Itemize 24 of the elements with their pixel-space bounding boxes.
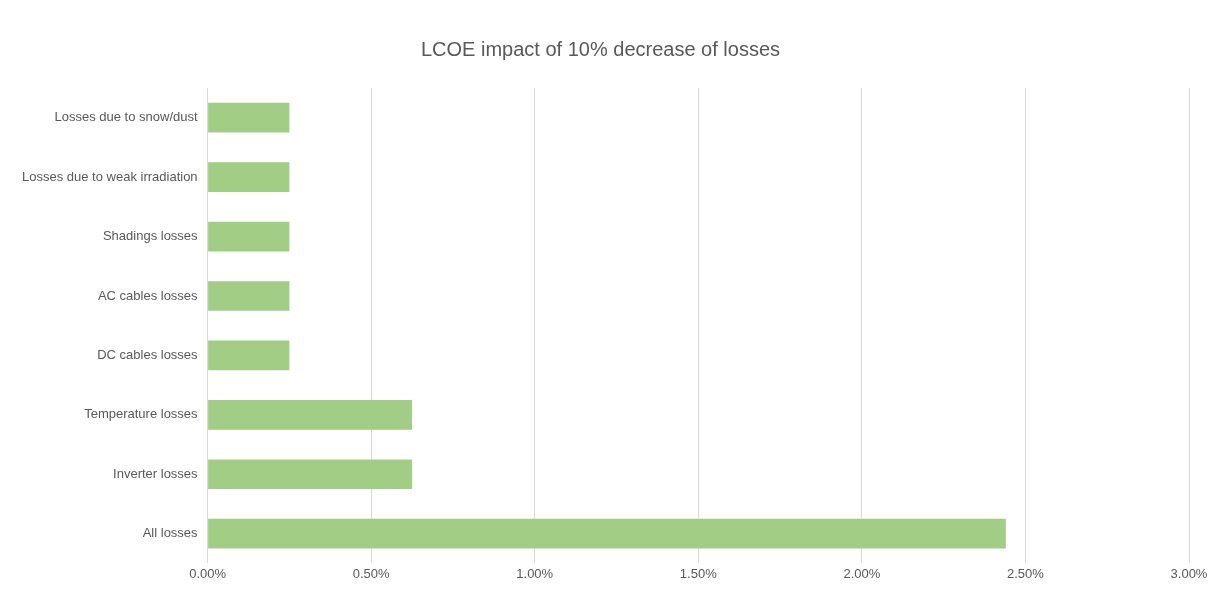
y-tick-label: Inverter losses (113, 465, 199, 481)
x-tick-label: 1.50% (679, 565, 718, 581)
bar (208, 340, 290, 371)
y-tick-label: All losses (142, 525, 199, 541)
bar (208, 102, 290, 133)
y-tick-label: AC cables losses (97, 287, 199, 303)
x-tick-label: 3.00% (1170, 565, 1208, 581)
bar (208, 162, 290, 192)
bar (208, 399, 413, 430)
bar (208, 518, 1006, 549)
bar (208, 281, 290, 311)
chart-title: LCOE impact of 10% decrease of losses (420, 37, 781, 60)
x-tick-label: 1.00% (516, 565, 554, 581)
x-tick-label: 0.50% (352, 565, 391, 581)
x-tick-label: 2.50% (1007, 565, 1045, 581)
bar (208, 459, 413, 490)
y-tick-label: Temperature losses (84, 406, 199, 422)
x-tick-label: 2.00% (843, 565, 881, 581)
y-tick-label: DC cables losses (97, 346, 199, 362)
y-tick-label: Losses due to snow/dust (54, 109, 198, 125)
y-tick-label: Losses due to weak irradiation (21, 168, 198, 184)
bar (208, 221, 290, 252)
y-tick-label: Shadings losses (102, 228, 199, 244)
x-tick-label: 0.00% (189, 565, 227, 581)
